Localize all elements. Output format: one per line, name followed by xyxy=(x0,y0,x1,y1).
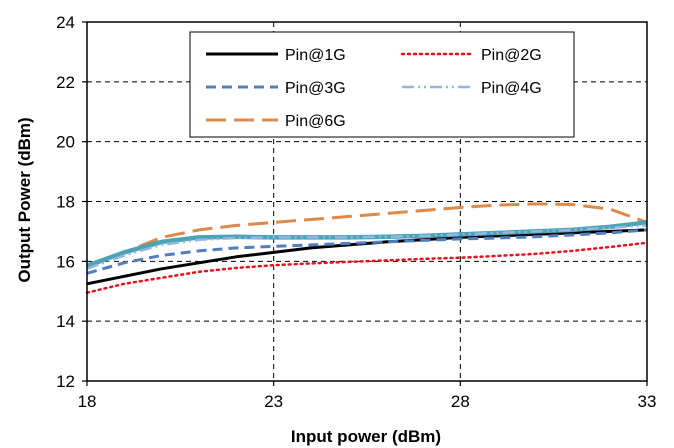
legend-label: Pin@2G xyxy=(481,47,542,64)
series-line xyxy=(86,228,648,275)
y-tick-label: 12 xyxy=(56,372,75,391)
y-tick-label: 22 xyxy=(56,73,75,92)
y-tick-label: 18 xyxy=(56,193,75,212)
legend-label: Pin@3G xyxy=(285,80,346,97)
series-line xyxy=(86,228,648,286)
y-axis-title: Output Power (dBm) xyxy=(15,117,34,282)
legend-label: Pin@6G xyxy=(285,113,346,130)
series-line xyxy=(85,241,649,294)
y-tick-label: 24 xyxy=(56,13,75,32)
y-tick-label: 16 xyxy=(56,252,75,271)
legend-label: Pin@4G xyxy=(481,80,542,97)
y-tick-label: 20 xyxy=(56,133,75,152)
x-tick-label: 33 xyxy=(638,392,657,411)
tick-labels: 18 23 28 33 12 14 16 18 20 22 24 xyxy=(56,13,656,411)
series-lines xyxy=(85,202,649,294)
legend-label: Pin@1G xyxy=(285,47,346,64)
x-tick-label: 23 xyxy=(264,392,283,411)
x-tick-label: 18 xyxy=(78,392,97,411)
y-tick-label: 14 xyxy=(56,312,75,331)
series-line xyxy=(86,224,648,270)
x-axis-title: Input power (dBm) xyxy=(291,427,441,446)
x-tick-label: 28 xyxy=(451,392,470,411)
series-line xyxy=(86,202,648,269)
legend: Pin@1G Pin@2G Pin@3G Pin@4G Pin@6G xyxy=(189,31,575,138)
